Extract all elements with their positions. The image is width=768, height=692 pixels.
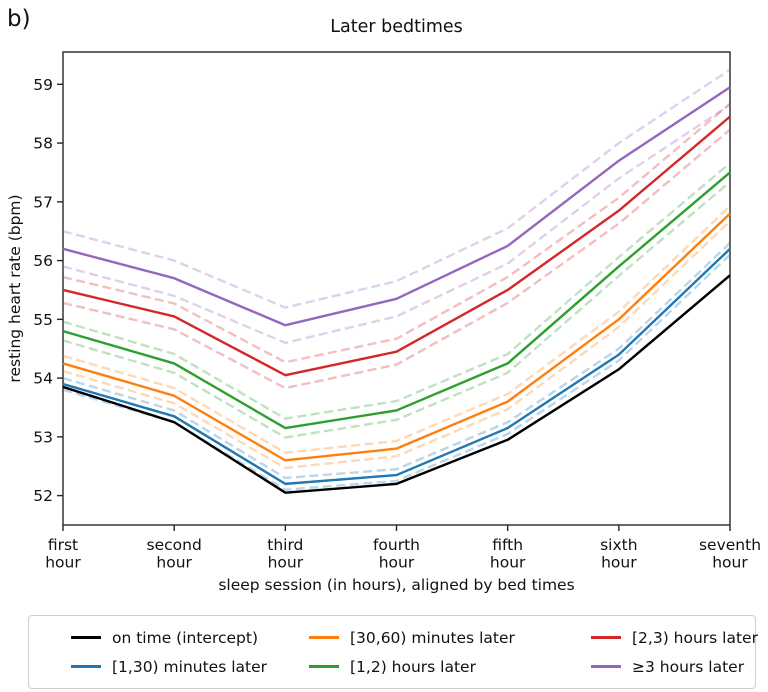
legend-swatch-black [71,636,101,639]
x-tick-label: fourth [373,536,420,554]
legend-swatch-orange [309,636,339,639]
legend-item-2-3-hours: [2,3) hours later [591,629,758,647]
legend-swatch-blue [71,665,101,668]
x-tick-label: third [267,536,303,554]
x-tick-label: hour [601,554,637,572]
ci-line [62,242,731,480]
series-line [62,212,731,462]
legend-item-on-time: on time (intercept) [71,629,309,647]
series-line [62,247,731,486]
ci-line [62,253,731,491]
x-tick-label: seventh [699,536,761,554]
y-tick-label: 53 [33,428,53,446]
panel-label: b) [7,6,31,32]
x-tick-label: second [147,536,202,554]
series-line [62,274,731,494]
legend-item-30-60-min: [30,60) minutes later [309,629,591,647]
ci-line [62,205,731,454]
ci-line [62,103,731,345]
legend: on time (intercept) [1,30) minutes later… [28,615,758,689]
legend-label: [1,30) minutes later [112,657,267,676]
x-tick-label: hour [712,554,748,572]
ci-line [62,220,731,470]
x-tick-label: hour [490,554,526,572]
ci-line [62,162,731,420]
y-tick-label: 57 [33,193,53,211]
line-chart: 5253545556575859firsthoursecondhourthird… [6,51,761,572]
x-tick-label: hour [379,554,415,572]
ci-line [62,128,731,390]
x-tick-label: first [48,536,78,554]
legend-swatch-purple [591,665,621,668]
series-line [62,171,731,430]
x-tick-label: hour [156,554,192,572]
y-tick-label: 58 [33,135,53,153]
x-tick-label: sixth [600,536,637,554]
y-tick-label: 59 [33,76,53,94]
series-line [62,115,731,377]
legend-item-1-30-min: [1,30) minutes later [71,658,309,676]
legend-label: [2,3) hours later [632,628,758,647]
ci-line [62,102,731,364]
legend-label: [30,60) minutes later [350,628,515,647]
legend-label: [1,2) hours later [350,657,476,676]
x-axis-label: sleep session (in hours), aligned by bed… [218,576,575,594]
x-tick-label: hour [268,554,304,572]
legend-label: ≥3 hours later [632,657,745,676]
x-tick-label: fifth [492,536,523,554]
chart-title: Later bedtimes [330,17,463,37]
y-tick-label: 52 [33,487,53,505]
x-tick-label: hour [45,554,81,572]
y-tick-label: 54 [33,370,53,388]
legend-swatch-green [309,665,339,668]
legend-item-1-2-hours: [1,2) hours later [309,658,591,676]
y-tick-label: 55 [33,311,53,329]
plot-frame [62,51,731,526]
legend-swatch-red [591,636,621,639]
series-line [62,86,731,327]
legend-item-3plus-hours: ≥3 hours later [591,658,758,676]
ci-line [62,180,731,439]
legend-label: on time (intercept) [112,628,259,647]
ci-line [62,68,731,309]
y-axis-label: resting heart rate (bpm) [6,194,24,382]
y-tick-label: 56 [33,252,53,270]
